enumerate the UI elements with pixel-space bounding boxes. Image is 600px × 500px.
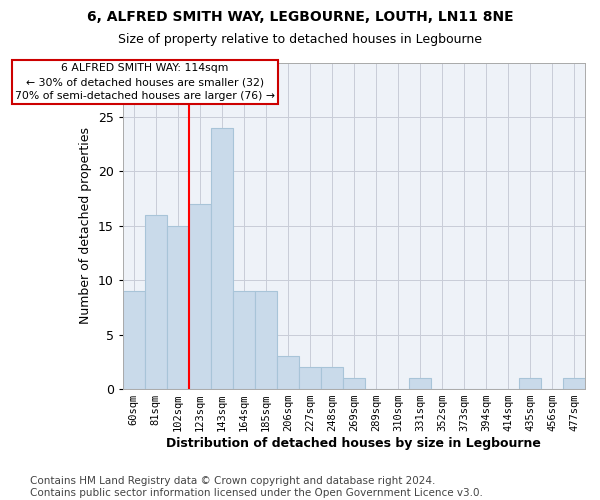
Bar (123, 291, 145, 389)
Bar (167, 226, 189, 389)
Bar (255, 291, 277, 389)
Text: Contains HM Land Registry data © Crown copyright and database right 2024.
Contai: Contains HM Land Registry data © Crown c… (30, 476, 483, 498)
Bar (343, 378, 365, 389)
Text: 6, ALFRED SMITH WAY, LEGBOURNE, LOUTH, LN11 8NE: 6, ALFRED SMITH WAY, LEGBOURNE, LOUTH, L… (86, 10, 514, 24)
Bar (563, 378, 585, 389)
Text: Size of property relative to detached houses in Legbourne: Size of property relative to detached ho… (118, 32, 482, 46)
Y-axis label: Number of detached properties: Number of detached properties (79, 128, 92, 324)
Bar (321, 368, 343, 389)
Bar (277, 356, 299, 389)
X-axis label: Distribution of detached houses by size in Legbourne: Distribution of detached houses by size … (166, 437, 541, 450)
Bar (189, 204, 211, 389)
Bar (211, 128, 233, 389)
Bar (233, 291, 255, 389)
Bar (299, 368, 321, 389)
Bar (409, 378, 431, 389)
Bar (145, 215, 167, 389)
Bar (519, 378, 541, 389)
Text: 6 ALFRED SMITH WAY: 114sqm
← 30% of detached houses are smaller (32)
70% of semi: 6 ALFRED SMITH WAY: 114sqm ← 30% of deta… (15, 63, 275, 101)
